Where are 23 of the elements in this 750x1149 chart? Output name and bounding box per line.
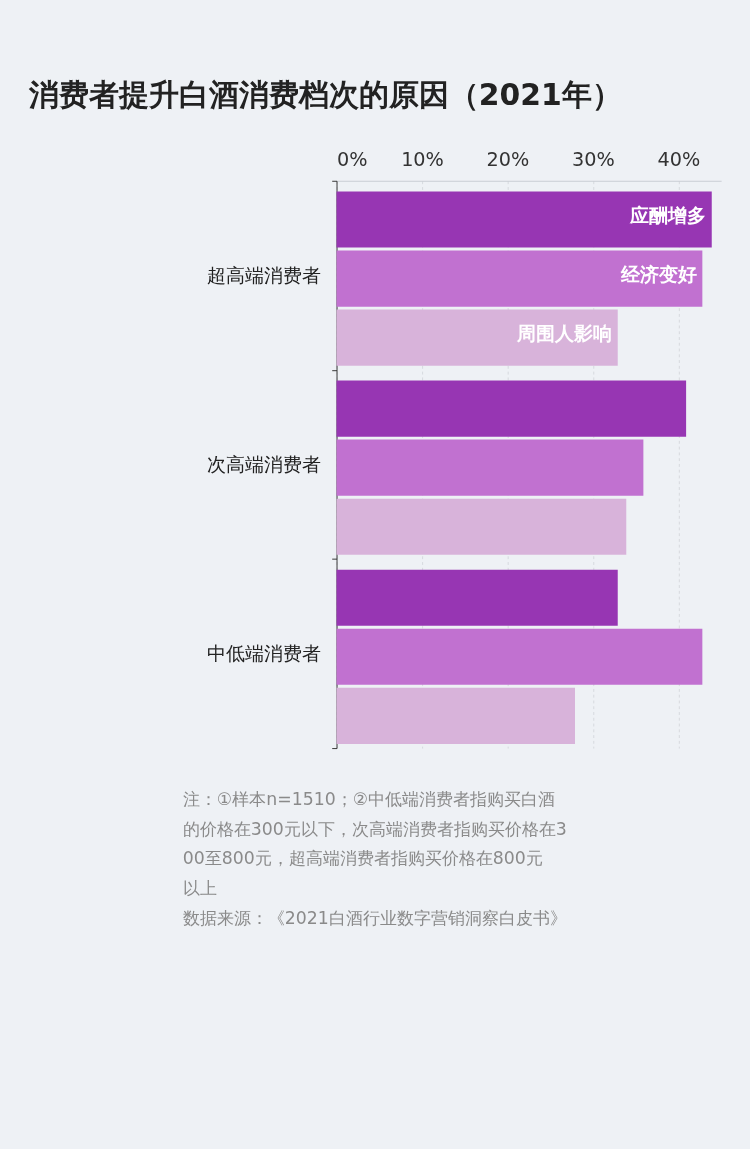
series-label: 周围人影响	[515, 322, 612, 346]
bar	[336, 309, 618, 366]
bar	[336, 498, 627, 555]
bar	[336, 569, 618, 626]
series-label: 应酬增多	[628, 204, 706, 228]
bar	[336, 380, 687, 437]
x-tick-label: 30%	[572, 147, 615, 171]
bar	[336, 250, 703, 307]
y-tick-label: 次高端消费者	[206, 452, 321, 476]
x-tick-label: 20%	[486, 147, 530, 171]
x-tick-label: 10%	[401, 147, 444, 171]
bar	[336, 628, 703, 685]
bar	[336, 687, 575, 744]
y-tick-label: 中低端消费者	[206, 641, 321, 665]
y-tick-label: 超高端消费者	[206, 263, 321, 287]
source-note: 数据来源：《2021白酒行业数字营销洞察白皮书》	[182, 908, 567, 929]
chart-title: 消费者提升白酒消费档次的原因（2021年）	[27, 76, 622, 112]
text: 注：①样本n=1510；②中低端消费者指购买白酒的价格在300元以下，次高端消费者指购买价格在300至800元，超高端消费者指购买价格在800元以上	[182, 788, 567, 899]
x-tick-label: 40%	[657, 147, 701, 171]
x-tick-label: 0%	[337, 147, 368, 171]
series-label: 经济变好	[619, 263, 697, 287]
bar	[336, 439, 644, 496]
bar	[336, 191, 712, 248]
